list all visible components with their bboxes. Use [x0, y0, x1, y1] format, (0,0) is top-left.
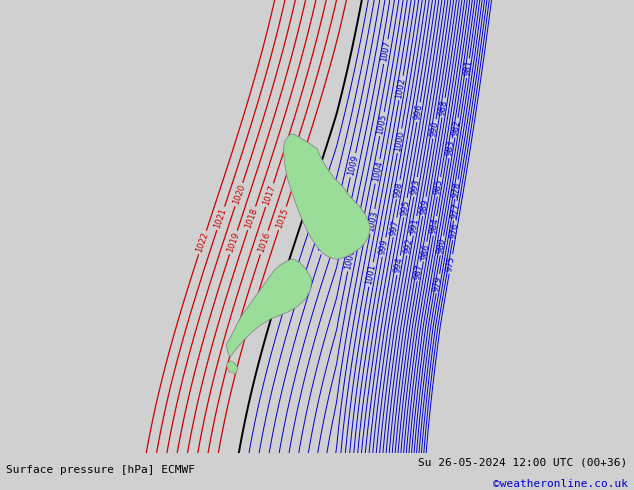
- Text: 985: 985: [433, 178, 445, 196]
- Text: 986: 986: [419, 243, 431, 260]
- Text: 978: 978: [451, 181, 462, 198]
- Text: 975: 975: [445, 255, 456, 272]
- Text: 980: 980: [436, 237, 448, 254]
- Text: 1022: 1022: [195, 231, 210, 254]
- Text: 1003: 1003: [366, 210, 379, 233]
- Text: 991: 991: [409, 217, 421, 234]
- Polygon shape: [226, 361, 238, 373]
- Text: 990: 990: [429, 121, 440, 137]
- Text: 1007: 1007: [380, 40, 392, 63]
- Text: 1006: 1006: [344, 248, 357, 270]
- Text: Su 26-05-2024 12:00 UTC (00+36): Su 26-05-2024 12:00 UTC (00+36): [418, 458, 628, 467]
- Text: 1015: 1015: [275, 207, 290, 230]
- Text: 1008: 1008: [342, 202, 355, 225]
- Text: 999: 999: [378, 239, 390, 256]
- Text: 1013: 1013: [302, 184, 318, 207]
- Text: 1000: 1000: [393, 130, 406, 152]
- Text: 983: 983: [445, 140, 456, 157]
- Text: 987: 987: [413, 263, 425, 280]
- Text: 976: 976: [448, 221, 460, 239]
- Text: 988: 988: [438, 99, 450, 116]
- Text: 984: 984: [429, 217, 441, 235]
- Text: 1001: 1001: [365, 263, 377, 286]
- Text: 1021: 1021: [213, 207, 228, 230]
- Text: 1010: 1010: [317, 231, 333, 254]
- Text: 995: 995: [399, 199, 411, 216]
- Text: 1016: 1016: [256, 231, 272, 254]
- Text: ©weatheronline.co.uk: ©weatheronline.co.uk: [493, 480, 628, 490]
- Text: 994: 994: [392, 257, 404, 274]
- Polygon shape: [226, 259, 312, 357]
- Text: 1004: 1004: [371, 160, 384, 182]
- Text: 998: 998: [392, 181, 404, 198]
- Text: 1011: 1011: [323, 183, 339, 206]
- Text: 1012: 1012: [305, 207, 321, 230]
- Text: 992: 992: [403, 237, 415, 254]
- Text: 1009: 1009: [346, 154, 359, 176]
- Text: 1018: 1018: [244, 207, 259, 230]
- Text: 982: 982: [451, 119, 462, 136]
- Text: 1005: 1005: [375, 113, 389, 135]
- Text: 989: 989: [418, 198, 430, 215]
- Text: Surface pressure [hPa] ECMWF: Surface pressure [hPa] ECMWF: [6, 465, 195, 475]
- Text: 1019: 1019: [226, 231, 241, 254]
- Text: 981: 981: [462, 60, 474, 77]
- Text: 993: 993: [410, 178, 422, 196]
- Text: 997: 997: [389, 219, 401, 236]
- Text: 1002: 1002: [395, 77, 407, 99]
- Text: 996: 996: [413, 103, 424, 121]
- Text: 1020: 1020: [231, 183, 247, 206]
- Text: 977: 977: [450, 202, 461, 220]
- Polygon shape: [283, 134, 370, 259]
- Text: 1017: 1017: [262, 184, 277, 207]
- Text: 979: 979: [432, 275, 444, 292]
